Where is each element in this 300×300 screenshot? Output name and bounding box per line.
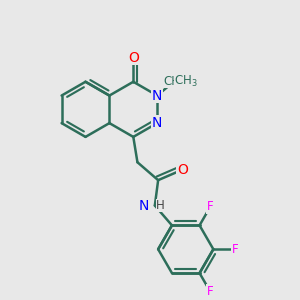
Text: F: F [207, 285, 214, 298]
Text: F: F [232, 243, 238, 256]
Text: N: N [139, 199, 149, 212]
Text: O: O [177, 163, 188, 177]
Text: N: N [152, 88, 162, 103]
Text: O: O [128, 50, 139, 64]
Text: N: N [152, 116, 162, 130]
Text: F: F [207, 200, 214, 213]
Text: H: H [156, 199, 165, 212]
Text: CH₃: CH₃ [164, 75, 185, 88]
Text: CH$_3$: CH$_3$ [174, 74, 198, 89]
